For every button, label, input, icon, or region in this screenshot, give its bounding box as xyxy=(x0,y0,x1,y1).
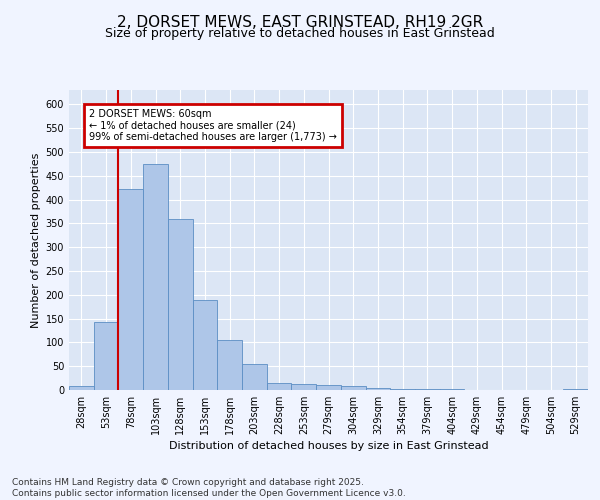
X-axis label: Distribution of detached houses by size in East Grinstead: Distribution of detached houses by size … xyxy=(169,441,488,451)
Bar xyxy=(267,383,292,390)
Bar xyxy=(316,385,341,390)
Bar xyxy=(563,388,588,390)
Bar xyxy=(69,386,94,390)
Bar xyxy=(118,189,143,390)
Bar xyxy=(365,388,390,390)
Bar xyxy=(415,389,440,390)
Text: Contains HM Land Registry data © Crown copyright and database right 2025.
Contai: Contains HM Land Registry data © Crown c… xyxy=(12,478,406,498)
Bar xyxy=(341,386,365,390)
Bar xyxy=(440,389,464,390)
Bar xyxy=(242,364,267,390)
Bar xyxy=(94,322,118,390)
Bar xyxy=(193,300,217,390)
Bar xyxy=(217,340,242,390)
Y-axis label: Number of detached properties: Number of detached properties xyxy=(31,152,41,328)
Bar xyxy=(292,384,316,390)
Bar xyxy=(168,218,193,390)
Text: Size of property relative to detached houses in East Grinstead: Size of property relative to detached ho… xyxy=(105,28,495,40)
Text: 2, DORSET MEWS, EAST GRINSTEAD, RH19 2GR: 2, DORSET MEWS, EAST GRINSTEAD, RH19 2GR xyxy=(117,15,483,30)
Bar xyxy=(143,164,168,390)
Bar xyxy=(390,388,415,390)
Text: 2 DORSET MEWS: 60sqm
← 1% of detached houses are smaller (24)
99% of semi-detach: 2 DORSET MEWS: 60sqm ← 1% of detached ho… xyxy=(89,109,337,142)
